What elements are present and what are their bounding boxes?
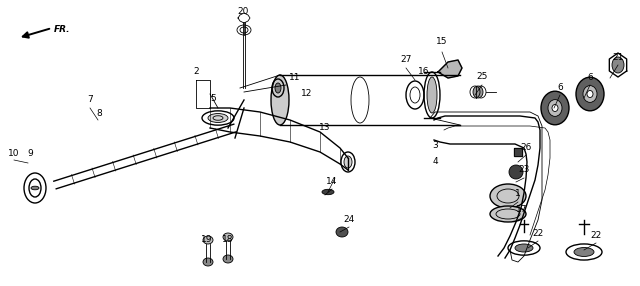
Text: 23: 23 [518,166,530,174]
Ellipse shape [473,86,483,98]
Circle shape [322,189,334,195]
Text: 18: 18 [222,235,234,245]
Text: 1: 1 [515,190,521,198]
Text: 6: 6 [587,74,593,82]
Ellipse shape [490,184,526,208]
Ellipse shape [275,83,281,93]
Ellipse shape [541,91,569,125]
Ellipse shape [223,233,233,241]
Polygon shape [438,60,462,78]
Ellipse shape [490,206,526,222]
Text: 14: 14 [326,178,338,186]
Text: 22: 22 [532,229,543,239]
Text: 15: 15 [436,37,448,47]
Ellipse shape [509,165,523,179]
Text: 8: 8 [96,110,102,118]
Text: 26: 26 [520,144,532,152]
Circle shape [574,247,594,257]
Text: 20: 20 [237,7,249,17]
Ellipse shape [336,227,348,237]
Text: 19: 19 [201,235,212,245]
Ellipse shape [583,86,597,102]
Text: 25: 25 [476,72,488,82]
Text: 6: 6 [557,84,563,92]
Text: 24: 24 [344,215,355,225]
Ellipse shape [223,255,233,263]
Circle shape [31,186,39,190]
Text: 9: 9 [27,148,33,158]
Text: 11: 11 [289,74,301,82]
Text: 22: 22 [590,231,602,241]
Ellipse shape [548,100,562,116]
Ellipse shape [203,236,213,244]
Text: 10: 10 [8,148,20,158]
Ellipse shape [203,258,213,266]
Text: 21: 21 [612,53,624,63]
Ellipse shape [427,77,437,113]
Text: 7: 7 [87,96,93,104]
Circle shape [208,114,228,122]
Ellipse shape [552,104,558,112]
Ellipse shape [271,75,289,125]
Ellipse shape [612,57,624,73]
Circle shape [515,244,533,252]
Text: 12: 12 [301,88,313,98]
Polygon shape [514,148,522,156]
Text: 27: 27 [400,55,412,65]
Text: 2: 2 [193,67,199,76]
Text: 5: 5 [210,94,216,102]
Text: 17: 17 [516,206,528,214]
Ellipse shape [587,90,593,98]
Text: 16: 16 [419,67,429,76]
Text: 3: 3 [432,140,438,150]
Ellipse shape [344,156,352,168]
Ellipse shape [576,77,604,111]
Text: 13: 13 [319,124,331,132]
Polygon shape [609,53,627,77]
Text: FR.: FR. [54,25,70,34]
Text: 4: 4 [432,158,438,166]
